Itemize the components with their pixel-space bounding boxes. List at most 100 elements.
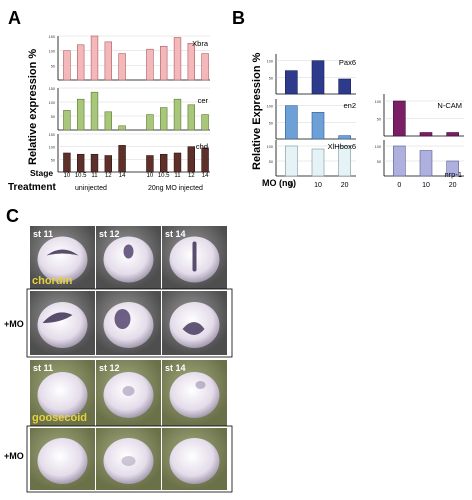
chart-nrp-1: 100 50 nrp-1 (375, 140, 464, 179)
bar (146, 114, 154, 131)
bar (338, 78, 351, 95)
embryo (37, 372, 88, 418)
bar (90, 153, 99, 173)
stage-caption: st 12 (99, 363, 120, 373)
bar (146, 48, 154, 81)
chart-xbra: 150 100 50 Xbra (49, 35, 210, 81)
dose-label: 10 (314, 182, 322, 189)
embryo-photo: st 14 (162, 226, 227, 289)
mo-label-chordin: +MO (4, 319, 24, 329)
chart-title: Xbra (192, 39, 209, 48)
stain (121, 456, 136, 466)
panel-a-treatment-label: Treatment (8, 182, 56, 193)
embryo (37, 438, 88, 484)
chart-pax6: 100 50 Pax6 (267, 54, 356, 95)
stage-label: 14 (202, 173, 209, 179)
probe-label: goosecoid (32, 412, 87, 424)
bar (63, 152, 71, 173)
bar (118, 125, 126, 131)
embryo (37, 236, 88, 283)
panel-b-letter: B (232, 8, 245, 28)
tick-label: 50 (51, 158, 55, 162)
bar (419, 150, 433, 177)
stain (195, 381, 206, 389)
dose-label: 20 (449, 182, 457, 189)
chart-title: nrp-1 (444, 170, 462, 179)
bar (90, 91, 99, 131)
stage-caption: st 14 (165, 363, 186, 373)
embryo-photo: st 11 (30, 226, 95, 289)
embryo-photo (96, 428, 161, 490)
embryo (37, 302, 88, 348)
chart-n-cam: 100 50 N-CAM (375, 94, 464, 137)
embryo-photo (162, 291, 227, 355)
chart-xlhbox6: 100 50 XlHbox6 (267, 140, 356, 177)
tick-label: 50 (51, 115, 55, 119)
bar (118, 145, 126, 173)
panel-a-stage-label: Stage (30, 168, 53, 178)
bar (160, 153, 168, 173)
chart-chd: 150 100 50 chd (49, 133, 210, 173)
bar (90, 35, 99, 81)
bar (285, 145, 298, 177)
bar (187, 104, 195, 131)
bar (160, 107, 168, 131)
embryo (169, 438, 220, 484)
probe-label: chordin (32, 275, 73, 287)
bar (446, 160, 459, 177)
stain (122, 386, 135, 396)
embryo-row-3: st 11 st 12 st 14 goosecoid (30, 360, 227, 426)
stage-label: 11 (174, 173, 181, 179)
bar (338, 145, 351, 177)
stage-label: 10.5 (75, 173, 87, 179)
tick-label: 100 (267, 60, 273, 64)
panel-a-group-uninjected: uninjected (75, 185, 107, 192)
stage-label: 12 (105, 173, 112, 179)
tick-label: 100 (375, 100, 381, 104)
bar (63, 110, 71, 131)
tick-label: 50 (377, 160, 381, 164)
dose-label: 0 (289, 182, 293, 189)
chart-cer: 150 100 50 cer (49, 87, 210, 131)
row-border (26, 425, 233, 493)
chart-title: N-CAM (437, 101, 462, 110)
chart-title: Pax6 (339, 58, 356, 67)
stage-caption: st 14 (165, 229, 186, 239)
chart-title: XlHbox6 (328, 142, 356, 151)
tick-label: 100 (49, 146, 55, 150)
bar (173, 37, 182, 81)
tick-label: 50 (269, 160, 273, 164)
embryo-photo (96, 291, 161, 355)
panel-a-group-injected: 20ng MO injected (148, 185, 203, 192)
bar (311, 112, 325, 140)
bar (201, 53, 209, 81)
bar (311, 60, 325, 95)
stain (192, 241, 197, 272)
bar (104, 41, 113, 81)
bar (77, 98, 85, 131)
tick-label: 50 (377, 118, 381, 122)
tick-label: 100 (267, 105, 273, 109)
stain (114, 309, 131, 329)
bar (160, 45, 168, 81)
dose-axis-labels: 0 10 20 0 10 20 (289, 182, 456, 189)
tick-label: 150 (49, 35, 55, 39)
stage-label: 14 (119, 173, 126, 179)
embryo-photo: st 11 (30, 360, 95, 426)
chart-title: en2 (343, 101, 356, 110)
tick-label: 100 (267, 145, 273, 149)
bar (393, 100, 406, 137)
bar (311, 148, 325, 177)
bar (393, 145, 406, 177)
embryo (103, 236, 154, 283)
stain (42, 312, 73, 323)
embryo-photo (30, 428, 95, 490)
tick-label: 150 (49, 133, 55, 137)
bar (201, 114, 209, 131)
mo-label-goosecoid: +MO (4, 451, 24, 461)
chart-en2: 100 50 en2 (267, 99, 356, 140)
bar (63, 50, 71, 81)
dose-label: 0 (397, 182, 401, 189)
stain (182, 322, 205, 335)
stage-label: 10 (64, 173, 71, 179)
